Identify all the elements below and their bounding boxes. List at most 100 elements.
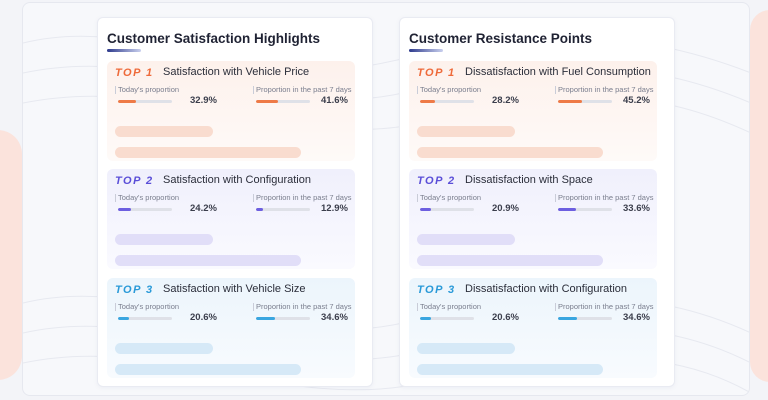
- today-label: Today's proportion: [118, 302, 180, 311]
- progress-fill: [420, 208, 432, 211]
- today-progress-bar: [420, 317, 474, 320]
- item-title: Satisfaction with Vehicle Size: [163, 283, 306, 295]
- item-title: Dissatisfaction with Configuration: [465, 283, 628, 295]
- today-label: Today's proportion: [118, 193, 180, 202]
- week-stat: Proportion in the past 7 days 45.2%: [555, 85, 671, 111]
- today-label: Today's proportion: [420, 302, 482, 311]
- highlight-item-top-3[interactable]: TOP 3 Satisfaction with Vehicle Size Tod…: [107, 278, 355, 378]
- stat-divider: [253, 194, 254, 202]
- today-progress-bar: [118, 100, 172, 103]
- placeholder-bar: [115, 126, 213, 137]
- week-progress-bar: [256, 100, 310, 103]
- week-stat: Proportion in the past 7 days 34.6%: [555, 302, 671, 328]
- stat-divider: [115, 303, 116, 311]
- placeholder-bar: [417, 234, 515, 245]
- week-value: 45.2%: [623, 95, 650, 106]
- resistance-item-top-2[interactable]: TOP 2 Dissatisfaction with Space Today's…: [409, 169, 657, 269]
- placeholder-bar: [417, 343, 515, 354]
- panel-title-underline: [107, 49, 141, 52]
- week-stat: Proportion in the past 7 days 34.6%: [253, 302, 369, 328]
- panel-title: Customer Resistance Points: [409, 31, 593, 46]
- today-progress-bar: [420, 208, 474, 211]
- today-stat: Today's proportion 20.9%: [417, 193, 545, 219]
- placeholder-bar: [115, 343, 213, 354]
- today-stat: Today's proportion 20.6%: [417, 302, 545, 328]
- progress-fill: [118, 208, 132, 211]
- dashboard-frame: Customer Satisfaction Highlights TOP 1 S…: [22, 2, 750, 396]
- today-progress-bar: [118, 208, 172, 211]
- progress-fill: [256, 317, 275, 320]
- item-title: Satisfaction with Vehicle Price: [163, 66, 310, 78]
- rank-badge: TOP 2: [115, 175, 154, 187]
- progress-fill: [420, 317, 432, 320]
- progress-fill: [558, 208, 577, 211]
- resistance-item-top-3[interactable]: TOP 3 Dissatisfaction with Configuration…: [409, 278, 657, 378]
- week-progress-bar: [256, 208, 310, 211]
- week-value: 12.9%: [321, 203, 348, 214]
- today-stat: Today's proportion 28.2%: [417, 85, 545, 111]
- today-progress-bar: [118, 317, 172, 320]
- item-title: Satisfaction with Configuration: [163, 174, 311, 186]
- rank-badge: TOP 1: [115, 67, 154, 79]
- today-stat: Today's proportion 32.9%: [115, 85, 243, 111]
- today-progress-bar: [420, 100, 474, 103]
- placeholder-bar: [115, 147, 301, 158]
- today-stat: Today's proportion 24.2%: [115, 193, 243, 219]
- panel-title-underline: [409, 49, 443, 52]
- stat-divider: [555, 194, 556, 202]
- week-value: 34.6%: [321, 312, 348, 323]
- rank-badge: TOP 2: [417, 175, 456, 187]
- highlight-item-top-2[interactable]: TOP 2 Satisfaction with Configuration To…: [107, 169, 355, 269]
- resistance-item-top-1[interactable]: TOP 1 Dissatisfaction with Fuel Consumpt…: [409, 61, 657, 161]
- today-value: 20.9%: [492, 203, 519, 214]
- item-title: Dissatisfaction with Fuel Consumption: [465, 66, 651, 78]
- progress-fill: [558, 317, 577, 320]
- stat-divider: [115, 86, 116, 94]
- week-stat: Proportion in the past 7 days 41.6%: [253, 85, 369, 111]
- placeholder-bar: [417, 364, 603, 375]
- progress-fill: [558, 100, 583, 103]
- progress-fill: [256, 100, 279, 103]
- week-label: Proportion in the past 7 days: [256, 85, 352, 94]
- placeholder-bar: [417, 255, 603, 266]
- week-stat: Proportion in the past 7 days 33.6%: [555, 193, 671, 219]
- week-progress-bar: [256, 317, 310, 320]
- rank-badge: TOP 3: [115, 284, 154, 296]
- rank-badge: TOP 1: [417, 67, 456, 79]
- week-progress-bar: [558, 100, 612, 103]
- week-progress-bar: [558, 317, 612, 320]
- today-value: 28.2%: [492, 95, 519, 106]
- stat-divider: [555, 86, 556, 94]
- progress-fill: [118, 100, 136, 103]
- rank-badge: TOP 3: [417, 284, 456, 296]
- week-stat: Proportion in the past 7 days 12.9%: [253, 193, 369, 219]
- background-decoration-left: [0, 130, 22, 380]
- stat-divider: [417, 194, 418, 202]
- satisfaction-highlights-panel: Customer Satisfaction Highlights TOP 1 S…: [97, 17, 373, 387]
- today-value: 20.6%: [492, 312, 519, 323]
- week-label: Proportion in the past 7 days: [256, 302, 352, 311]
- week-label: Proportion in the past 7 days: [558, 85, 654, 94]
- placeholder-bar: [115, 234, 213, 245]
- stat-divider: [115, 194, 116, 202]
- placeholder-bar: [417, 147, 603, 158]
- week-value: 33.6%: [623, 203, 650, 214]
- stat-divider: [417, 86, 418, 94]
- today-label: Today's proportion: [420, 85, 482, 94]
- today-stat: Today's proportion 20.6%: [115, 302, 243, 328]
- stat-divider: [253, 303, 254, 311]
- today-value: 20.6%: [190, 312, 217, 323]
- week-progress-bar: [558, 208, 612, 211]
- resistance-points-panel: Customer Resistance Points TOP 1 Dissati…: [399, 17, 675, 387]
- progress-fill: [118, 317, 130, 320]
- today-value: 24.2%: [190, 203, 217, 214]
- week-label: Proportion in the past 7 days: [558, 302, 654, 311]
- highlight-item-top-1[interactable]: TOP 1 Satisfaction with Vehicle Price To…: [107, 61, 355, 161]
- today-label: Today's proportion: [118, 85, 180, 94]
- week-label: Proportion in the past 7 days: [256, 193, 352, 202]
- stat-divider: [417, 303, 418, 311]
- background-decoration-right: [750, 10, 768, 382]
- stat-divider: [253, 86, 254, 94]
- today-label: Today's proportion: [420, 193, 482, 202]
- week-value: 34.6%: [623, 312, 650, 323]
